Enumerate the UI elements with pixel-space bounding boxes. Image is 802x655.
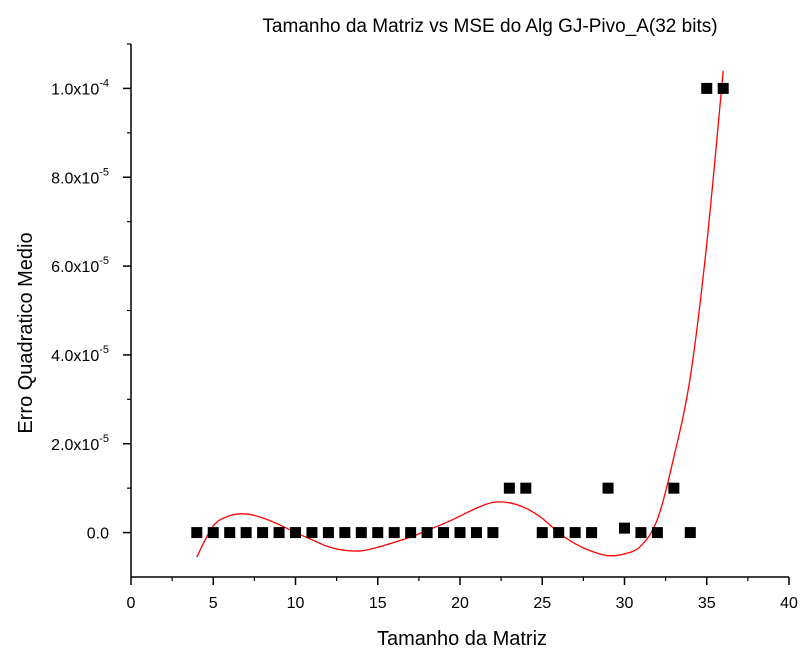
data-point [651,527,663,539]
x-tick-label: 25 [533,595,551,612]
data-point [438,527,450,539]
y-tick-label: 8.0x10-5 [51,166,109,187]
data-point [668,482,680,494]
data-point [586,527,598,539]
axes: 0 5 10 15 20 25 30 35 40 0.0 2.0x10-5 4.0x10-5 6.0x1… [51,43,798,612]
data-point [536,527,548,539]
data-point [487,527,499,539]
x-tick-label: 20 [451,595,469,612]
data-point [257,527,269,539]
fit-curve-line [196,70,724,558]
data-point [520,482,532,494]
fit-curve-layer [196,70,724,558]
data-point [470,527,482,539]
data-point [701,82,713,94]
data-point [191,527,203,539]
data-point [717,82,729,94]
x-tick-label: 0 [127,595,136,612]
x-axis-title: Tamanho da Matriz [377,628,547,650]
data-point [240,527,252,539]
y-tick-label: 6.0x10-5 [51,255,109,276]
x-tick-label: 40 [780,595,798,612]
x-tick-label: 30 [616,595,634,612]
data-point [372,527,384,539]
data-point [405,527,417,539]
data-point [602,482,614,494]
data-point [290,527,301,539]
x-tick-label: 35 [698,595,716,612]
data-point [355,527,367,539]
y-tick-label: 2.0x10-5 [51,433,109,454]
data-point [207,527,219,539]
chart-title: Tamanho da Matriz vs MSE do Alg GJ-Pivo_… [262,16,717,37]
data-point [388,527,400,539]
y-tick-label: 0.0 [87,526,109,543]
data-point [553,527,565,539]
data-point [224,527,236,539]
y-tick-label: 4.0x10-5 [51,344,109,365]
data-point [421,527,433,539]
data-points-layer [191,82,729,539]
data-point [503,482,515,494]
x-tick-label: 15 [369,595,387,612]
data-point [339,527,351,539]
data-point [273,527,285,539]
x-tick-label: 10 [287,595,305,612]
y-tick-label: 1.0x10-4 [51,77,109,98]
data-point [569,527,581,539]
data-point [635,527,647,539]
x-tick-label: 5 [209,595,218,612]
data-point [684,527,696,539]
y-axis-title: Erro Quadratico Medio [15,232,37,433]
data-point [619,522,630,534]
data-point [322,527,334,539]
data-point [454,527,466,539]
data-point [306,527,318,539]
